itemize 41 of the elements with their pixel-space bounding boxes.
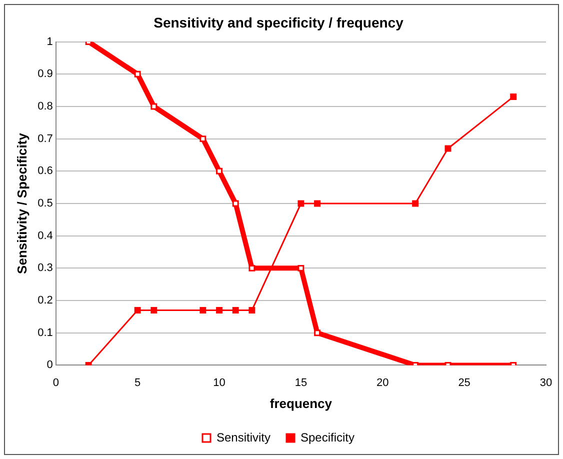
point — [412, 200, 419, 207]
y-tick-label: 0.7 — [38, 132, 53, 145]
point — [510, 94, 517, 100]
point — [314, 330, 321, 336]
point — [150, 103, 158, 110]
point — [298, 200, 304, 207]
y-tick-label: 0.9 — [38, 68, 53, 80]
y-tick-label: 0.5 — [38, 198, 53, 210]
x-tick-label: 15 — [294, 376, 308, 389]
y-tick-label: 0.6 — [38, 165, 53, 178]
legend-label: Sensitivity — [216, 430, 271, 444]
point — [298, 264, 304, 272]
legend-label: Specificity — [300, 430, 355, 444]
y-tick-label: 0 — [46, 359, 53, 372]
x-axis-title: frequency — [270, 396, 333, 411]
point — [216, 168, 222, 174]
point — [134, 306, 141, 314]
y-tick-label: 0.2 — [38, 294, 53, 307]
y-axis-title: Sensitivity / Specificity — [14, 132, 30, 274]
chart-title: Sensitivity and specificity / frequency — [154, 14, 404, 30]
point — [314, 200, 321, 207]
point — [248, 306, 256, 314]
y-tick-label: 0.8 — [38, 100, 53, 113]
point — [232, 200, 239, 207]
x-tick-label: 30 — [540, 376, 552, 389]
x-tick-label: 20 — [376, 376, 389, 389]
y-tick-label: 0.1 — [38, 326, 53, 339]
point — [248, 264, 256, 272]
point — [232, 306, 239, 314]
point — [216, 306, 222, 314]
point — [150, 306, 158, 314]
y-tick-label: 1 — [46, 36, 53, 48]
x-tick-label: 25 — [458, 376, 470, 389]
x-tick-label: 10 — [213, 376, 226, 389]
y-tick-label: 0.3 — [38, 262, 53, 274]
point — [200, 136, 206, 142]
x-tick-label: 5 — [134, 376, 141, 389]
point — [134, 70, 141, 78]
y-tick-label: 0.4 — [38, 230, 53, 242]
point — [200, 306, 206, 314]
point — [444, 145, 452, 152]
